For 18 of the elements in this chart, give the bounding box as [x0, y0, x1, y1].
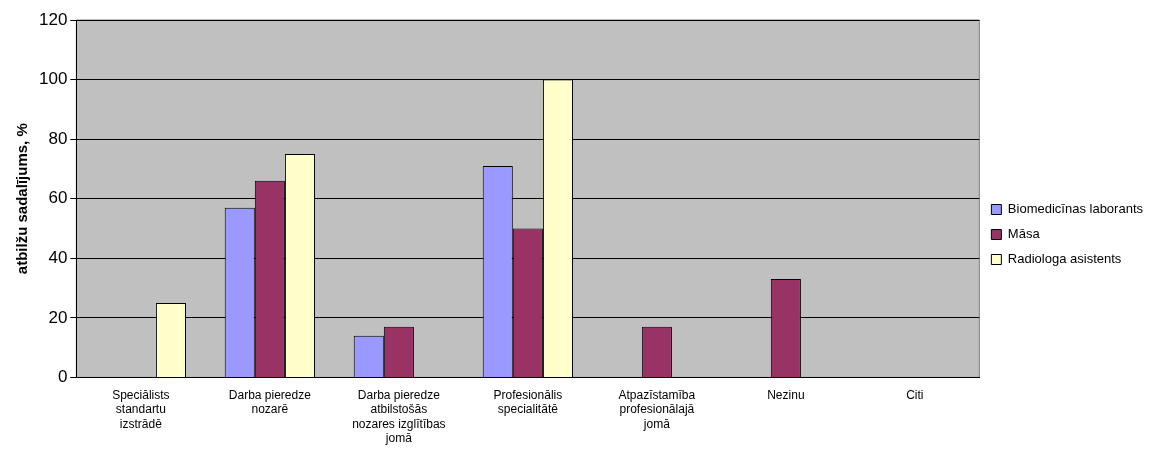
y-tick-label: 100: [38, 69, 68, 89]
y-tick-label: 80: [48, 128, 68, 148]
x-tick-label: Speciālists standartu izstrādē: [112, 387, 170, 431]
y-axis-title: atbilžu sadalījums, %: [13, 123, 31, 275]
y-tick-label: 60: [48, 188, 68, 208]
legend-label: Māsa: [1007, 226, 1041, 242]
y-tick-label: 120: [38, 9, 68, 29]
x-tick-label: Citi: [906, 387, 924, 402]
legend-label: Biomedicīnas laborants: [1007, 201, 1144, 217]
x-tick-label: Atpazīstamība profesionālajā jomā: [618, 387, 696, 431]
x-tick-label: Profesionālis specialitātē: [493, 387, 563, 417]
y-tick-label: 0: [57, 367, 68, 387]
y-tick-label: 40: [48, 247, 68, 267]
y-tick-label: 20: [48, 307, 68, 327]
x-tick-label: Darba pieredze nozarē: [228, 387, 312, 417]
x-tick-label: Nezinu: [767, 387, 805, 402]
x-tick-label: Darba pieredze atbilstošās nozares izglītības jomā: [352, 387, 446, 446]
legend-label: Radiologa asistents: [1007, 251, 1122, 267]
